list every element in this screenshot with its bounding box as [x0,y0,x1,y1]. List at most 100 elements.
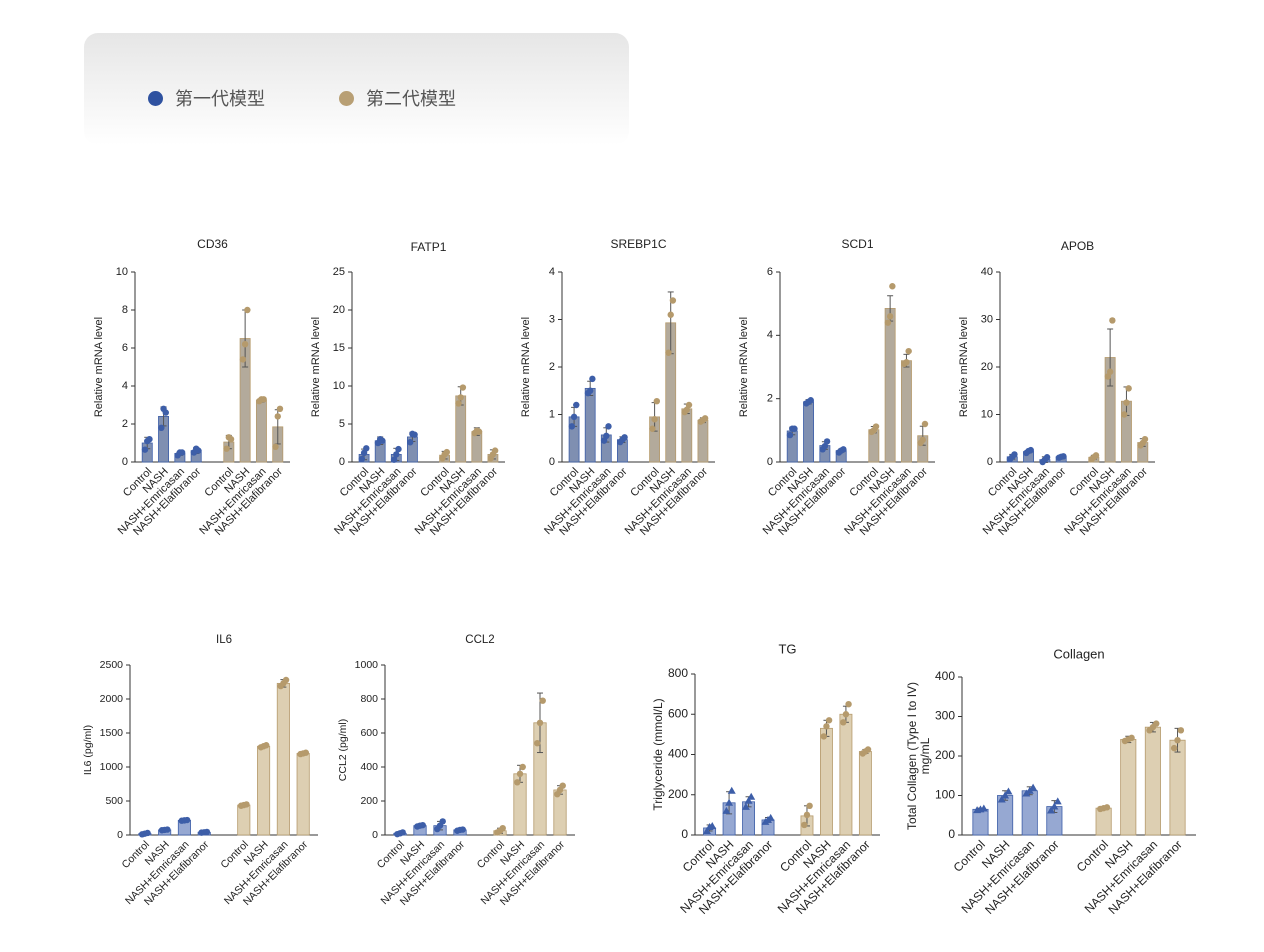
y-tick-label: 10 [981,408,993,420]
data-point [244,306,251,314]
data-point [390,456,398,463]
y-tick-label: 15 [333,342,345,354]
data-point [457,394,464,401]
data-point [178,449,186,456]
y-tick-label: 0 [987,456,993,468]
y-tick-label: 10 [116,266,128,278]
data-point [443,448,451,456]
y-tick-label: 500 [105,795,123,807]
y-tick-label: 1000 [355,659,379,671]
data-point [884,319,892,326]
chart-title: SREBP1C [610,237,666,251]
data-point [1174,737,1181,744]
y-tick-label: 6 [122,342,128,354]
data-point [144,829,151,837]
data-point [282,676,290,684]
y-tick-label: 8 [122,304,128,316]
y-tick-label: 5 [339,418,345,430]
y-tick-label: 200 [935,748,955,762]
legend-item: 第二代模型 [339,85,456,111]
bar [471,431,483,463]
data-point [864,746,872,753]
data-point [821,442,829,450]
data-point [276,405,284,412]
y-axis-label: Relative mRNA level [738,317,750,417]
data-point [411,431,418,438]
data-point [600,437,608,444]
data-point [1125,385,1132,392]
y-tick-label: 0 [948,827,955,841]
y-axis-label: Relative mRNA level [310,317,322,417]
y-axis-label: Relative mRNA level [958,317,970,417]
y-tick-label: 0 [767,456,773,468]
data-point [1043,454,1051,461]
y-tick-label: 300 [935,709,955,723]
y-tick-label: 400 [668,747,688,761]
bar [681,408,693,463]
data-point [766,813,775,821]
y-tick-label: 800 [360,693,378,705]
y-axis-label: Triglyceride (mmol/L) [651,698,665,810]
data-point [1123,399,1130,406]
data-point [1103,804,1111,811]
bar [1169,739,1186,836]
data-point [1060,453,1067,460]
data-point [823,723,830,730]
data-point [683,406,691,413]
data-point [589,375,596,383]
data-point [1053,797,1062,805]
y-tick-label: 40 [981,266,993,278]
bar [1095,807,1112,836]
y-tick-label: 3 [549,313,555,325]
data-point [903,359,910,366]
chart-title: TG [778,641,796,656]
y-tick-label: 2 [767,393,773,405]
bar [820,727,833,836]
data-point [439,818,446,825]
data-point [302,749,310,756]
data-point [919,436,926,444]
data-point [1001,791,1010,799]
data-point [845,700,852,708]
data-point [183,816,191,824]
bar [296,753,310,836]
data-point [621,434,628,441]
y-tick-label: 0 [117,829,123,841]
data-point [1177,727,1185,734]
data-point [702,826,711,834]
data-point [669,297,677,304]
data-point [1004,787,1013,795]
data-point [667,311,674,318]
y-tick-label: 800 [668,666,688,680]
y-tick-label: 10 [333,380,345,392]
y-axis-label: mg/mL [918,737,932,774]
data-point [747,792,756,800]
data-point [979,804,988,812]
bar [255,399,267,463]
data-point [825,717,833,724]
bar [972,808,989,836]
data-point [791,425,798,432]
x-tick-label: Control [951,837,988,874]
y-axis-label: Relative mRNA level [93,317,105,417]
y-tick-label: 1000 [100,761,124,773]
data-point [605,423,612,430]
data-point [807,397,814,404]
y-tick-label: 6 [767,266,773,278]
data-point [889,283,896,290]
data-point [1047,806,1056,814]
data-point [164,826,171,833]
data-point [227,436,235,443]
data-point [459,826,466,833]
data-point [158,424,165,431]
data-point [708,821,717,829]
data-point [455,400,462,407]
legend-label: 第一代模型 [175,89,265,109]
data-point [649,425,656,432]
bar [858,751,872,836]
bar [257,745,271,836]
data-point [744,796,753,804]
y-tick-label: 20 [981,361,993,373]
data-point [516,770,524,777]
